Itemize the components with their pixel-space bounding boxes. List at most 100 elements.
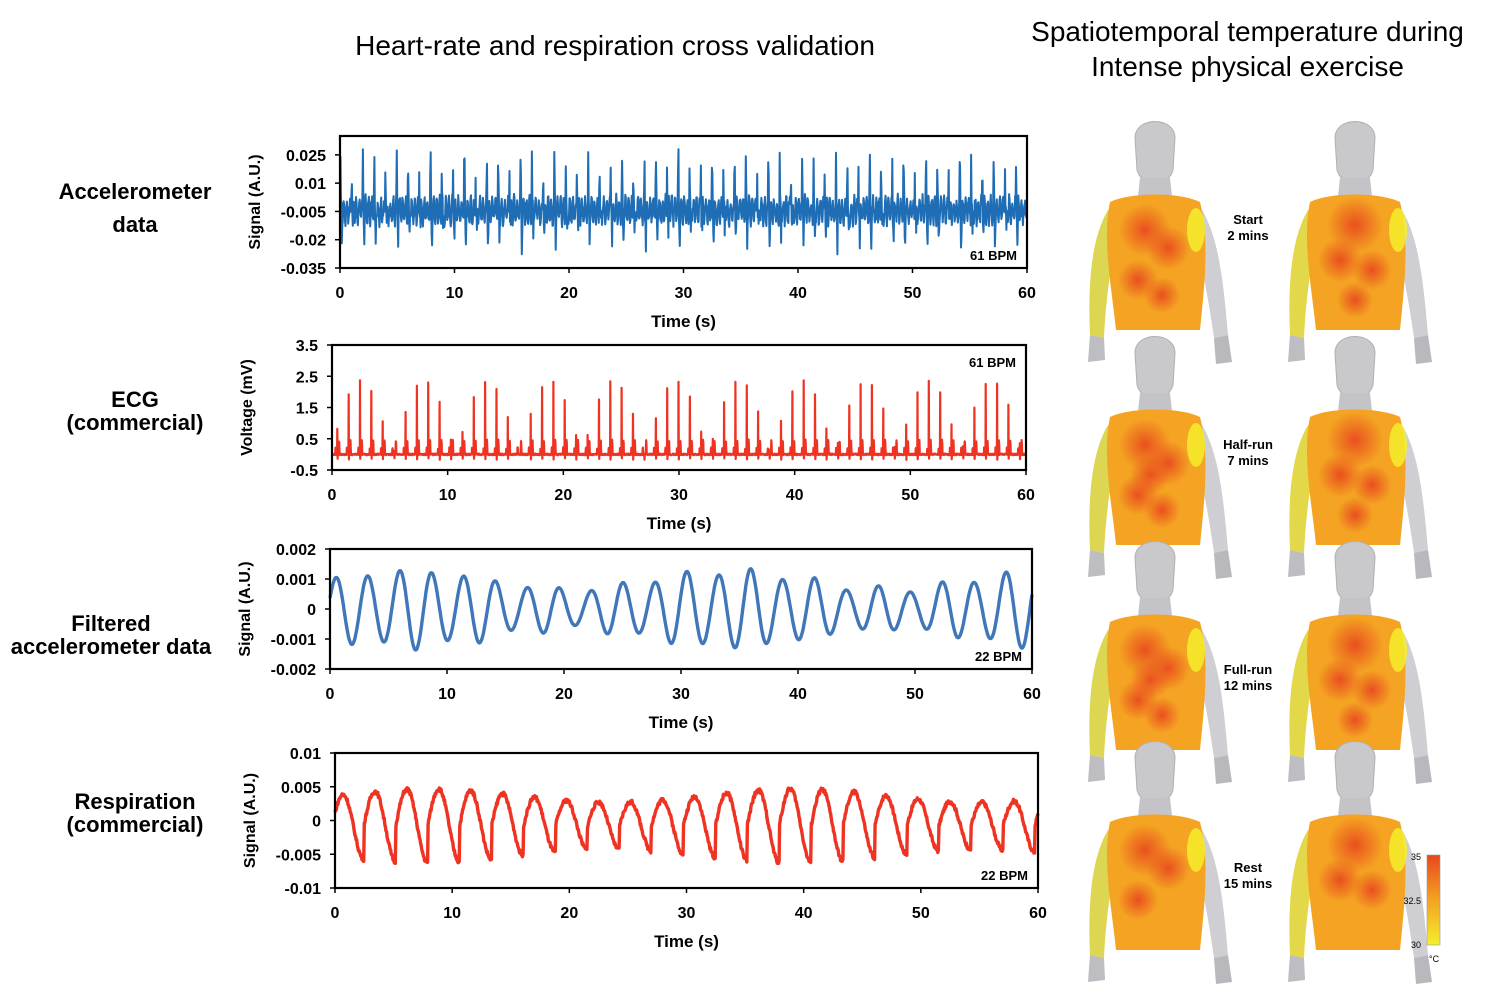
x-tick-label: 10 bbox=[446, 285, 464, 302]
head-shape bbox=[1334, 541, 1376, 604]
x-tick-label: 30 bbox=[672, 686, 690, 703]
x-tick-label: 40 bbox=[789, 686, 807, 703]
y-tick-label: 0.001 bbox=[276, 572, 316, 589]
stage-label-full-run: Full-run 12 mins bbox=[1212, 662, 1284, 695]
head-shape bbox=[1134, 741, 1176, 804]
y-tick-label: 0.002 bbox=[276, 542, 316, 559]
plot-frame bbox=[328, 547, 1034, 671]
stage-name: Rest bbox=[1233, 860, 1263, 875]
y-tick-label: -0.02 bbox=[290, 233, 327, 250]
neck-shape bbox=[1138, 798, 1172, 816]
heat-spot bbox=[1337, 497, 1373, 533]
x-tick-label: 60 bbox=[1018, 285, 1036, 302]
x-tick-label: 40 bbox=[786, 487, 804, 504]
neck-shape bbox=[1338, 178, 1372, 196]
y-tick-label: 0.005 bbox=[281, 780, 321, 797]
chart-filtered_accelerometer: 0.002 0.001 0 -0.001 -0.002 0 10 20 30 40 50 60 Time… bbox=[237, 542, 1041, 732]
series-line bbox=[333, 786, 1040, 866]
y-tick-label: -0.01 bbox=[285, 881, 322, 898]
y-tick-label: -0.035 bbox=[281, 261, 326, 278]
y-tick-label: -0.001 bbox=[271, 632, 316, 649]
front-body-figure bbox=[1088, 336, 1232, 579]
right-title: Spatiotemporal temperature during Intens… bbox=[995, 14, 1500, 84]
heat-spot bbox=[1144, 277, 1180, 313]
right-hand-shape bbox=[1414, 335, 1432, 364]
thermal-body-panel: 35 32.5 30 °C bbox=[1088, 121, 1441, 984]
x-tick-label: 10 bbox=[439, 487, 457, 504]
head-shape bbox=[1134, 336, 1176, 399]
colorbar-mid-label: 32.5 bbox=[1403, 896, 1421, 906]
y-tick-label: 0.01 bbox=[295, 176, 326, 193]
front-body-figure bbox=[1088, 541, 1232, 784]
plot-frame bbox=[333, 751, 1040, 890]
x-tick-label: 20 bbox=[560, 905, 578, 922]
x-tick-label: 10 bbox=[438, 686, 456, 703]
row-label-ecg: ECG (commercial) bbox=[30, 388, 240, 434]
head-shape bbox=[1334, 336, 1376, 399]
left-hand-shape bbox=[1088, 335, 1105, 362]
x-tick-label: 60 bbox=[1029, 905, 1047, 922]
right-hand-shape bbox=[1214, 955, 1232, 984]
right-hand-shape bbox=[1214, 335, 1232, 364]
bpm-annotation: 22 BPM bbox=[975, 649, 1022, 664]
bpm-annotation: 61 BPM bbox=[970, 248, 1017, 263]
left-hand-shape bbox=[1288, 550, 1305, 577]
right-hand-shape bbox=[1414, 550, 1432, 579]
stage-name: Full-run bbox=[1223, 662, 1273, 677]
heat-spot bbox=[1352, 465, 1392, 505]
right-hand-shape bbox=[1414, 755, 1432, 784]
cool-shoulder-region bbox=[1389, 423, 1407, 467]
y-axis-label: Signal (A.U.) bbox=[247, 154, 264, 249]
right-hand-shape bbox=[1214, 550, 1232, 579]
x-tick-label: 30 bbox=[675, 285, 693, 302]
y-tick-label: -0.002 bbox=[271, 662, 316, 679]
series-line bbox=[339, 148, 1028, 256]
right-hand-shape bbox=[1414, 955, 1432, 984]
x-tick-label: 40 bbox=[795, 905, 813, 922]
back-body-figure bbox=[1288, 741, 1432, 984]
x-axis-label: Time (s) bbox=[654, 932, 719, 951]
stage-label-half-run: Half-run 7 mins bbox=[1212, 437, 1284, 470]
heat-spot bbox=[1352, 870, 1392, 910]
row-label-line: Accelerometer bbox=[58, 179, 212, 204]
right-hand-shape bbox=[1214, 755, 1232, 784]
heat-spot bbox=[1130, 455, 1170, 495]
heat-spot bbox=[1352, 670, 1392, 710]
y-tick-label: 0.5 bbox=[296, 432, 318, 449]
y-axis-label: Signal (A.U.) bbox=[237, 561, 254, 656]
x-tick-label: 20 bbox=[560, 285, 578, 302]
y-tick-label: 2.5 bbox=[296, 369, 318, 386]
neck-shape bbox=[1138, 393, 1172, 411]
bpm-annotation: 22 BPM bbox=[981, 868, 1028, 883]
cool-shoulder-region bbox=[1187, 628, 1205, 672]
cool-shoulder-region bbox=[1187, 828, 1205, 872]
head-shape bbox=[1334, 741, 1376, 804]
left-hand-shape bbox=[1288, 755, 1305, 782]
y-tick-label: 1.5 bbox=[296, 401, 318, 418]
x-tick-label: 0 bbox=[328, 487, 337, 504]
chart-ecg: 3.5 2.5 1.5 0.5 -0.5 0 10 20 30 40 50 60 Time (s) Vol… bbox=[239, 338, 1035, 533]
left-hand-shape bbox=[1088, 755, 1105, 782]
x-tick-label: 20 bbox=[554, 487, 572, 504]
colorbar-unit-label: °C bbox=[1429, 954, 1440, 964]
x-tick-label: 30 bbox=[678, 905, 696, 922]
row-label-line: Respiration bbox=[74, 789, 196, 814]
heat-spot bbox=[1337, 282, 1373, 318]
x-tick-label: 0 bbox=[331, 905, 340, 922]
row-label-filtered: Filtered accelerometer data bbox=[0, 612, 222, 658]
chart-respiration: 0.01 0.005 0 -0.005 -0.01 0 10 20 30 40 50 60 Time (… bbox=[242, 746, 1047, 951]
back-body-figure bbox=[1288, 121, 1432, 364]
neck-shape bbox=[1138, 598, 1172, 616]
plot-frame bbox=[330, 343, 1028, 472]
series-line bbox=[328, 567, 1034, 652]
x-axis-label: Time (s) bbox=[651, 312, 716, 331]
bpm-annotation: 61 BPM bbox=[969, 355, 1016, 370]
front-body-figure bbox=[1088, 121, 1232, 364]
x-tick-label: 60 bbox=[1017, 487, 1035, 504]
heat-spot bbox=[1318, 238, 1362, 282]
plot-frame bbox=[338, 134, 1029, 270]
y-tick-label: 0 bbox=[312, 814, 321, 831]
series-line bbox=[330, 379, 1027, 461]
y-tick-label: 3.5 bbox=[296, 338, 318, 355]
colorbar-max-label: 35 bbox=[1411, 852, 1421, 862]
